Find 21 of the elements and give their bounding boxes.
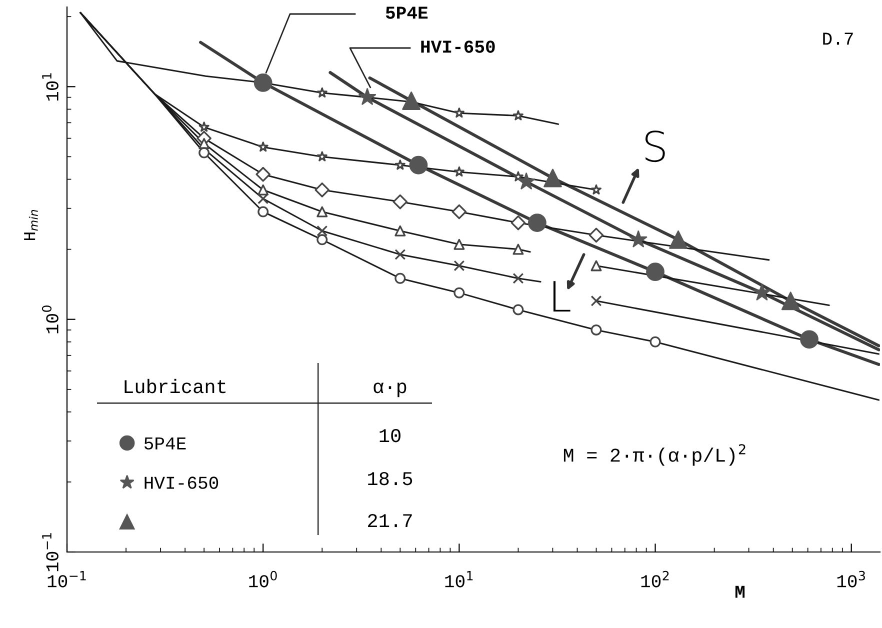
annotation: L [553,281,570,312]
y-axis-title: H$_{min}$ [24,210,38,240]
annotation: 18.5 [368,472,412,486]
annotation: M = 2·π·(α·p/L)$^{2}$ [564,444,746,466]
y-tick-label: 10$^{0}$ [42,306,58,334]
annotation: 10 [380,429,400,442]
annotation: S [645,130,665,162]
text: HVI-650 [421,40,495,53]
x-tick-label: 10$^{1}$ [445,571,473,588]
annotation: D.7 [823,32,853,45]
x-axis-title: M [735,586,745,598]
x-tick-label: 10$^{0}$ [249,570,277,588]
x-tick-label: 10$^{3}$ [837,570,865,588]
x-tick-label: 10$^{2}$ [641,570,669,588]
legend-label: HVI-650 [144,476,218,489]
legend-label: 5P4E [144,437,186,450]
annotation: Lubricant [124,378,226,394]
annotation: α·p [374,382,406,398]
y-tick-label: 10$^{1}$ [42,73,58,101]
text: 5P4E [386,6,428,19]
annotation: 21.7 [368,514,412,528]
